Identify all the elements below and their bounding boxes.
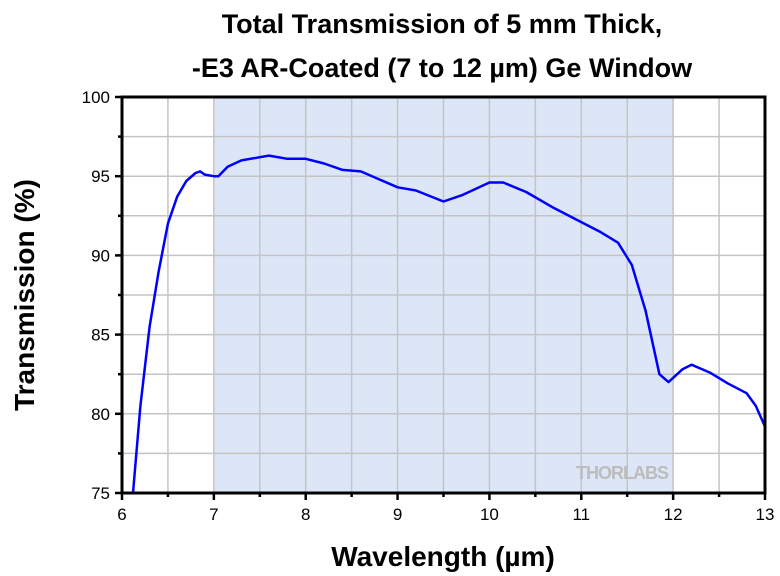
chart-title-line-2: -E3 AR-Coated (7 to 12 µm) Ge Window: [192, 53, 693, 83]
x-tick-label: 13: [756, 505, 775, 524]
y-tick-label: 75: [91, 484, 110, 503]
x-tick-label: 7: [209, 505, 218, 524]
y-tick-label: 95: [91, 167, 110, 186]
grid: [122, 97, 765, 493]
y-tick-label: 100: [82, 88, 110, 107]
x-tick-label: 10: [480, 505, 499, 524]
x-axis-label: Wavelength (µm): [331, 541, 555, 572]
thorlabs-watermark: THORLABS: [576, 463, 669, 483]
x-tick-label: 8: [301, 505, 310, 524]
y-tick-label: 85: [91, 326, 110, 345]
x-tick-labels: 6 7 8 9 10 11 12 13: [117, 505, 774, 524]
chart-title-line-1: Total Transmission of 5 mm Thick,: [222, 9, 663, 39]
axes: [115, 95, 767, 500]
y-tick-label: 80: [91, 405, 110, 424]
y-tick-labels: 75 80 85 90 95 100: [82, 88, 110, 503]
y-axis-label: Transmission (%): [9, 179, 40, 411]
y-tick-label: 90: [91, 246, 110, 265]
transmission-line: [131, 154, 767, 494]
x-tick-label: 12: [664, 505, 683, 524]
x-tick-label: 6: [117, 505, 126, 524]
x-tick-label: 11: [572, 505, 590, 524]
x-tick-label: 9: [393, 505, 402, 524]
